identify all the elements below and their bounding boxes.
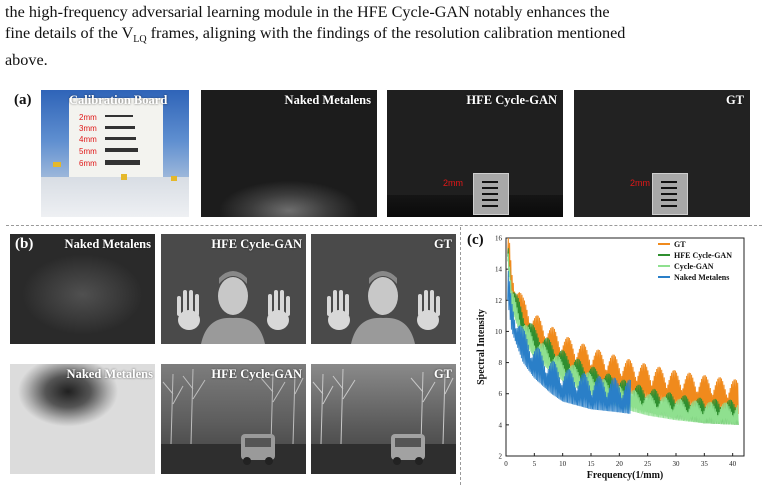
bar-pattern [105,148,138,152]
title-naked-metalens-b2: Naked Metalens [66,367,153,381]
x-tick-label: 30 [673,460,681,468]
spectral-chart: 0 5 10 15 20 25 30 35 40 2 4 6 8 10 12 14 16 Frequency(1/… [476,235,745,481]
divider-vertical [460,227,461,485]
bar-pattern [105,137,136,140]
legend-label-2: Cycle-GAN [674,262,714,271]
legend-label-0: GT [674,240,686,249]
board-base [41,177,189,217]
crop-board [652,173,688,215]
x-tick-label: 40 [729,460,737,468]
x-tick-label: 5 [533,460,537,468]
calibration-board-image: 2mm 3mm 4mm 5mm 6mm Calibration Board [41,90,189,217]
y-axis-label: Spectral Intensity [476,309,487,385]
bar-pattern [105,160,140,165]
y-tick-label: 4 [499,421,503,429]
title-naked-metalens-a: Naked Metalens [284,93,371,107]
y-tick-label: 6 [499,390,503,398]
y-tick-label: 14 [495,266,503,274]
street-scene-figure [161,368,306,474]
person-thermal-figure [327,271,440,344]
board-sheet [69,98,163,184]
tape-mark [121,174,127,180]
hfe-cyclegan-image-a: 2mm HFE Cycle-GAN [387,90,563,217]
crop-board [473,173,509,215]
title-gt-b2: GT [433,367,452,381]
x-tick-label: 15 [588,460,596,468]
tape-mark [171,176,177,181]
title-hfe-cyclegan-a: HFE Cycle-GAN [466,93,557,107]
y-tick-label: 10 [495,328,503,336]
crop-mark-gt: 2mm [630,178,650,188]
x-tick-label: 10 [559,460,567,468]
legend-label-3: Naked Metalens [674,273,729,282]
board-mark-6mm: 6mm [79,159,97,168]
title-hfe-cyclegan-b1: HFE Cycle-GAN [211,237,302,251]
board-mark-4mm: 4mm [79,135,97,144]
board-mark-5mm: 5mm [79,147,97,156]
panel-b-label: (b) [15,236,34,252]
x-tick-label: 25 [644,460,652,468]
street-scene-figure [311,368,456,474]
board-mark-3mm: 3mm [79,124,97,133]
gt-image-b1: GT [311,234,456,344]
y-tick-label: 16 [495,235,503,243]
paragraph-line-3: above. [5,51,48,70]
tape-mark [53,162,61,167]
x-tick-label: 35 [701,460,709,468]
title-gt-b1: GT [433,237,452,251]
legend-label-1: HFE Cycle-GAN [674,251,732,260]
crop-mark-hfe: 2mm [443,178,463,188]
panel-c-label: (c) [467,232,484,248]
title-hfe-cyclegan-b2: HFE Cycle-GAN [211,367,302,381]
title-calibration-board: Calibration Board [69,93,168,107]
naked-metalens-image-a: Naked Metalens [201,90,377,217]
person-thermal-figure [177,271,290,344]
x-tick-label: 20 [616,460,624,468]
board-mark-2mm: 2mm [79,113,97,122]
bar-pattern [105,115,133,117]
y-tick-label: 8 [499,359,503,367]
gt-image-b2: GT [311,364,456,474]
paragraph-line-2: fine details of the VLQ frames, aligning… [5,24,626,46]
title-gt-a: GT [725,93,744,107]
paragraph-line-1: the high-frequency adversarial learning … [5,3,610,21]
series-line-2 [507,253,739,425]
panel-a-label: (a) [14,92,32,108]
naked-metalens-image-b2: Naked Metalens [10,364,155,474]
y-tick-label: 12 [495,297,503,305]
y-tick-label: 2 [499,453,503,461]
naked-metalens-image-b1: (b) Naked Metalens [10,234,155,344]
divider-horizontal [6,225,762,226]
paragraph: the high-frequency adversarial learning … [5,2,763,71]
series-line-3 [507,270,631,414]
hfe-cyclegan-image-b2: HFE Cycle-GAN [161,364,306,474]
x-tick-label: 0 [504,460,508,468]
gt-image-a: 2mm GT [574,90,750,217]
x-axis-label: Frequency(1/mm) [587,470,663,481]
bar-pattern [105,126,135,129]
title-naked-metalens-b1: Naked Metalens [64,237,151,251]
hfe-cyclegan-image-b1: HFE Cycle-GAN [161,234,306,344]
